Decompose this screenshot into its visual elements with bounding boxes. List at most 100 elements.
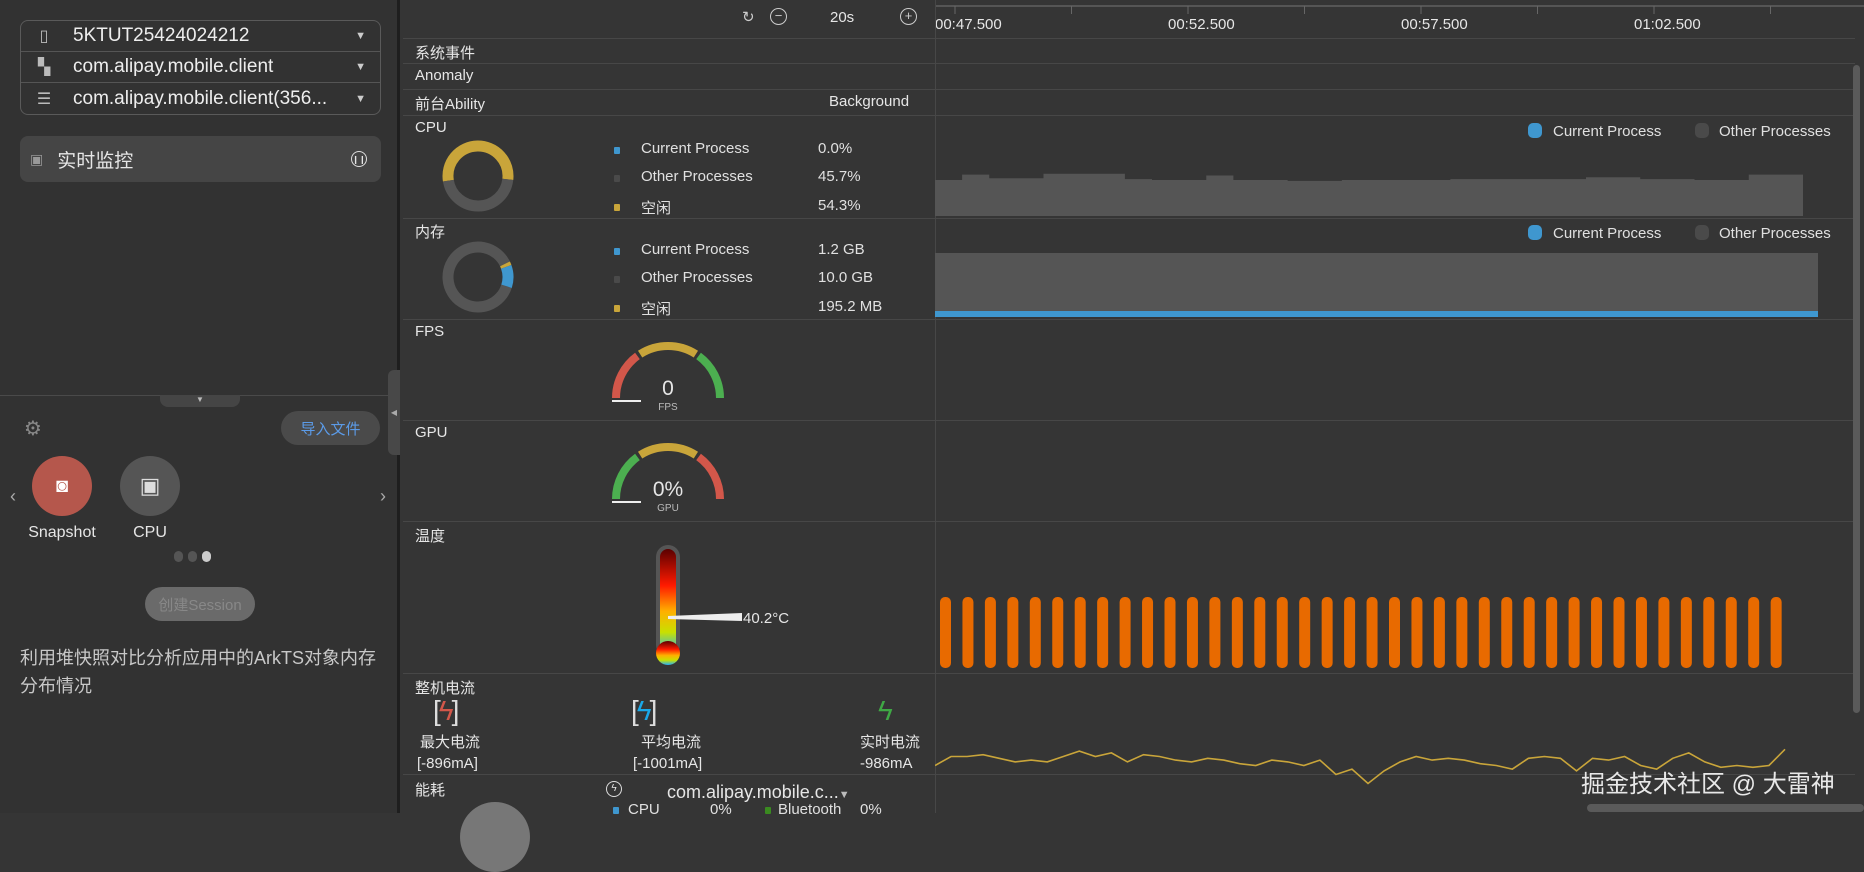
phone-icon: ▯	[39, 28, 49, 45]
temperature-bar	[1478, 597, 1490, 668]
temperature-bar	[1074, 597, 1086, 668]
temperature-bar	[1164, 597, 1176, 668]
gpu-value: 0%	[652, 478, 684, 501]
pager-dots	[174, 551, 211, 562]
memory-chart-legend-current: Current Process	[1553, 225, 1662, 242]
chevron-down-icon: ▼	[355, 30, 366, 42]
memory-donut-slice	[500, 261, 512, 269]
row-label-fps: FPS	[415, 323, 445, 340]
temperature-bar	[1591, 597, 1603, 668]
temperature-bar	[1748, 597, 1760, 668]
timeline-charts	[935, 6, 1818, 785]
temperature-bar	[1725, 597, 1737, 668]
pause-icon[interactable]: ❙❙	[351, 151, 367, 167]
temperature-bar	[1658, 597, 1670, 668]
app-value: com.alipay.mobile.client	[73, 56, 274, 77]
reset-zoom-icon[interactable]: ↻	[742, 9, 755, 26]
fps-gauge-segment	[637, 342, 699, 358]
memory-legend-label: 空闲	[641, 301, 672, 318]
left-panel: ▯ 5KTUT25424024212 ▼ ▚ com.alipay.mobile.cl…	[0, 0, 400, 813]
tool-description: 利用堆快照对比分析应用中的ArkTS对象内存分布情况	[20, 648, 376, 696]
chevron-left-icon[interactable]: ‹	[10, 486, 16, 506]
max-current-value: [-896mA]	[417, 755, 478, 772]
temperature-bar	[1613, 597, 1625, 668]
memory-legend-label: Current Process	[641, 241, 750, 258]
import-file-button[interactable]: 导入文件	[281, 411, 380, 445]
fps-value: 0	[662, 377, 674, 400]
current-line	[935, 748, 1786, 785]
app-selector[interactable]: ▚ com.alipay.mobile.client ▼	[21, 52, 380, 83]
legend-swatch-current	[1528, 123, 1542, 138]
temperature-bar	[1119, 597, 1131, 668]
cpu-donut	[442, 140, 514, 212]
zoom-level: 20s	[830, 9, 855, 26]
temperature-bar	[940, 597, 951, 668]
temperature-bar	[1680, 597, 1692, 668]
gpu-gauge-segment	[637, 443, 699, 459]
zoom-in-icon[interactable]: +	[900, 8, 917, 25]
horizontal-scrollbar[interactable]	[1587, 804, 1864, 812]
timeline-ruler[interactable]	[935, 0, 1864, 38]
temperature-bar	[984, 597, 996, 668]
cpu-legend-value: 54.3%	[818, 197, 861, 214]
temperature-bar	[1703, 597, 1715, 668]
temperature-bar	[1007, 597, 1019, 668]
legend-swatch-other	[614, 276, 620, 283]
chevron-right-icon[interactable]: ›	[380, 486, 386, 506]
chevron-down-icon: ▼	[355, 92, 366, 105]
row-label-memory: 内存	[415, 224, 446, 241]
row-label-gpu: GPU	[415, 424, 448, 441]
watermark: 掘金技术社区 @ 大雷神	[1581, 771, 1835, 798]
cpu-donut-slice	[442, 178, 514, 212]
snapshot-tool-button[interactable]: ◙	[32, 456, 92, 516]
memory-donut	[442, 241, 514, 313]
legend-swatch-idle	[614, 305, 620, 312]
temperature-bar	[1568, 597, 1580, 668]
temperature-bar	[1635, 597, 1647, 668]
collapse-handle[interactable]: ▼	[160, 395, 240, 407]
zoom-out-icon[interactable]: −	[770, 8, 787, 25]
cpu-legend-value: 45.7%	[818, 168, 861, 185]
gear-icon[interactable]: ⚙	[24, 418, 42, 440]
device-selector[interactable]: ▯ 5KTUT25424024212 ▼	[21, 21, 380, 52]
process-selector[interactable]: ☰ com.alipay.mobile.client(356... ▼	[21, 83, 380, 114]
create-session-button[interactable]: 创建Session	[145, 587, 255, 621]
gpu-gauge-segment	[696, 453, 724, 500]
temperature-bar	[1052, 597, 1064, 668]
tick-label: 00:57.500	[1401, 16, 1468, 33]
gpu-gauge-segment	[612, 453, 640, 500]
temperature-bar	[1276, 597, 1288, 668]
legend-swatch-current	[1528, 225, 1542, 240]
cpu-tool-button[interactable]: ▣	[120, 456, 180, 516]
cpu-legend-label: Other Processes	[641, 168, 753, 185]
chip-icon: ▣	[139, 473, 161, 498]
temperature-bar	[962, 597, 974, 668]
temperature-bar	[1770, 597, 1782, 668]
legend-swatch-bluetooth	[765, 807, 771, 814]
panel-collapse-tab[interactable]: ◀	[388, 370, 400, 455]
temperature-bar	[1411, 597, 1423, 668]
apps-icon: ▚	[37, 59, 51, 76]
max-current-label: 最大电流	[420, 734, 481, 751]
chevron-down-icon: ▼	[838, 789, 850, 801]
vertical-scrollbar[interactable]	[1853, 65, 1860, 713]
memory-chart-legend-other: Other Processes	[1719, 225, 1831, 242]
avg-current-icon: [ϟ]	[631, 695, 657, 726]
cpu-legend-label: 空闲	[641, 200, 672, 217]
temperature-bar	[1546, 597, 1558, 668]
realtime-monitor-item[interactable]: ▣ 实时监控 ❙❙	[20, 136, 381, 182]
monitor-label: 实时监控	[57, 150, 134, 172]
legend-swatch-other	[614, 175, 620, 182]
ruler-line	[935, 5, 1864, 7]
memory-legend-value: 10.0 GB	[818, 269, 874, 286]
pager-dot[interactable]	[174, 551, 183, 562]
cpu-other-area	[935, 173, 1803, 216]
memory-current-area	[935, 311, 1818, 317]
temperature-bar	[1254, 597, 1266, 668]
legend-swatch-other	[1695, 123, 1709, 138]
pager-dot[interactable]	[188, 551, 197, 562]
legend-swatch-other	[1695, 225, 1709, 240]
realtime-current-icon: ϟ	[878, 695, 893, 726]
pager-dot-active[interactable]	[202, 551, 211, 562]
energy-process-selector[interactable]: com.alipay.mobile.c...▼	[667, 782, 850, 803]
